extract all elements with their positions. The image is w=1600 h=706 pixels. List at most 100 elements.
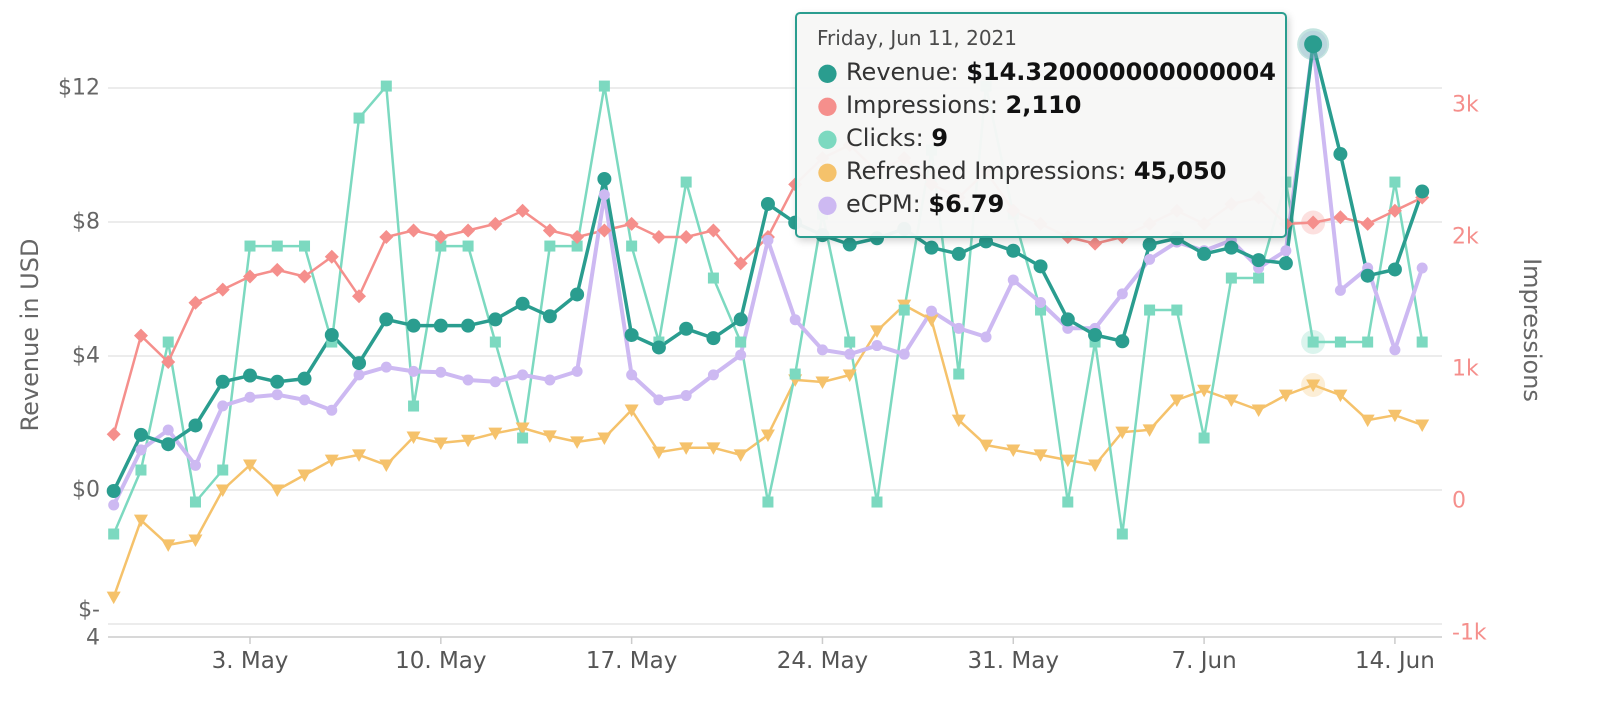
- impressions-marker[interactable]: [1088, 236, 1103, 251]
- clicks-marker[interactable]: [953, 368, 965, 380]
- refreshed-impressions-marker[interactable]: [1033, 449, 1048, 462]
- revenue-marker[interactable]: [651, 340, 666, 355]
- refreshed-impressions-marker[interactable]: [270, 484, 285, 497]
- revenue-marker[interactable]: [406, 318, 421, 333]
- refreshed-impressions-marker[interactable]: [243, 459, 257, 472]
- ecpm-marker[interactable]: [435, 366, 447, 378]
- impressions-marker[interactable]: [1387, 203, 1402, 218]
- refreshed-impressions-marker[interactable]: [1224, 394, 1239, 407]
- impressions-marker[interactable]: [515, 203, 530, 218]
- refreshed-impressions-marker[interactable]: [1387, 409, 1402, 423]
- refreshed-impressions-marker[interactable]: [133, 514, 148, 528]
- impressions-marker[interactable]: [161, 354, 176, 369]
- clicks-marker[interactable]: [435, 240, 447, 252]
- ecpm-marker[interactable]: [653, 394, 665, 406]
- clicks-marker[interactable]: [299, 240, 311, 252]
- revenue-marker[interactable]: [924, 240, 939, 255]
- ecpm-marker[interactable]: [1144, 253, 1156, 265]
- clicks-marker[interactable]: [1144, 304, 1156, 316]
- ecpm-marker[interactable]: [108, 499, 120, 511]
- impressions-marker[interactable]: [570, 230, 585, 245]
- refreshed-impressions-marker[interactable]: [597, 432, 612, 446]
- revenue-marker[interactable]: [1278, 256, 1293, 271]
- impressions-marker[interactable]: [215, 282, 230, 297]
- refreshed-impressions-marker[interactable]: [1060, 454, 1075, 468]
- refreshed-impressions-marker[interactable]: [624, 404, 639, 418]
- impressions-marker[interactable]: [324, 249, 339, 264]
- ecpm-marker[interactable]: [326, 404, 338, 416]
- refreshed-impressions-marker[interactable]: [951, 414, 966, 428]
- ecpm-marker[interactable]: [707, 369, 719, 381]
- revenue-marker[interactable]: [1333, 147, 1348, 162]
- refreshed-impressions-marker[interactable]: [1169, 394, 1184, 407]
- ecpm-marker[interactable]: [189, 459, 201, 471]
- refreshed-impressions-marker[interactable]: [1006, 444, 1021, 458]
- ecpm-marker[interactable]: [680, 390, 692, 402]
- refreshed-impressions-marker[interactable]: [542, 430, 557, 443]
- clicks-marker[interactable]: [189, 496, 201, 508]
- clicks-marker[interactable]: [762, 496, 774, 508]
- refreshed-impressions-marker[interactable]: [461, 434, 476, 448]
- refreshed-impressions-marker[interactable]: [297, 469, 312, 483]
- clicks-marker[interactable]: [707, 272, 719, 284]
- ecpm-marker[interactable]: [462, 374, 474, 386]
- clicks-marker[interactable]: [844, 336, 856, 348]
- impressions-marker[interactable]: [1333, 210, 1348, 225]
- clicks-marker[interactable]: [408, 400, 420, 412]
- revenue-marker[interactable]: [379, 312, 394, 327]
- ecpm-marker[interactable]: [626, 369, 638, 381]
- refreshed-impressions-marker[interactable]: [1142, 424, 1157, 437]
- refreshed-impressions-marker[interactable]: [406, 431, 421, 444]
- refreshed-impressions-marker[interactable]: [706, 442, 721, 455]
- ecpm-marker[interactable]: [489, 376, 501, 388]
- revenue-marker[interactable]: [951, 246, 966, 261]
- ecpm-marker[interactable]: [517, 369, 529, 381]
- revenue-marker[interactable]: [570, 287, 585, 302]
- refreshed-impressions-marker[interactable]: [1197, 384, 1212, 398]
- clicks-marker[interactable]: [380, 80, 392, 92]
- clicks-marker[interactable]: [1062, 496, 1074, 508]
- ecpm-marker[interactable]: [844, 348, 856, 360]
- refreshed-impressions-marker[interactable]: [1115, 426, 1130, 440]
- clicks-marker[interactable]: [1116, 528, 1128, 540]
- refreshed-impressions-marker[interactable]: [815, 376, 830, 390]
- revenue-marker[interactable]: [133, 427, 148, 442]
- clicks-marker[interactable]: [898, 304, 910, 316]
- impressions-marker[interactable]: [352, 289, 367, 304]
- ecpm-marker[interactable]: [271, 389, 283, 401]
- refreshed-impressions-marker[interactable]: [869, 325, 884, 338]
- ecpm-marker[interactable]: [1035, 296, 1047, 308]
- revenue-marker[interactable]: [106, 484, 121, 499]
- impressions-marker[interactable]: [188, 295, 203, 310]
- revenue-marker[interactable]: [760, 196, 775, 211]
- clicks-marker[interactable]: [680, 176, 692, 188]
- revenue-marker[interactable]: [1142, 237, 1157, 252]
- revenue-marker[interactable]: [1360, 268, 1375, 283]
- clicks-marker[interactable]: [1307, 336, 1319, 348]
- clicks-marker[interactable]: [353, 112, 365, 124]
- revenue-marker[interactable]: [542, 309, 557, 324]
- refreshed-impressions-marker[interactable]: [1278, 389, 1293, 403]
- refreshed-impressions-marker[interactable]: [1251, 404, 1266, 418]
- clicks-marker[interactable]: [489, 336, 501, 348]
- refreshed-impressions-marker[interactable]: [1415, 419, 1430, 432]
- clicks-marker[interactable]: [735, 336, 747, 348]
- refreshed-impressions-marker[interactable]: [1360, 414, 1375, 428]
- revenue-marker[interactable]: [1304, 35, 1323, 54]
- revenue-marker[interactable]: [679, 321, 694, 336]
- clicks-marker[interactable]: [135, 464, 147, 476]
- refreshed-impressions-marker[interactable]: [570, 436, 585, 449]
- refreshed-impressions-marker[interactable]: [651, 446, 666, 460]
- revenue-marker[interactable]: [188, 418, 203, 433]
- clicks-marker[interactable]: [598, 80, 610, 92]
- refreshed-impressions-marker[interactable]: [215, 484, 230, 497]
- impressions-marker[interactable]: [679, 230, 694, 245]
- ecpm-marker[interactable]: [244, 391, 256, 403]
- clicks-marker[interactable]: [571, 240, 583, 252]
- refreshed-impressions-marker[interactable]: [842, 369, 857, 382]
- ecpm-marker[interactable]: [762, 234, 774, 246]
- refreshed-impressions-marker[interactable]: [924, 314, 939, 328]
- refreshed-impressions-marker[interactable]: [106, 591, 121, 605]
- ecpm-marker[interactable]: [217, 400, 229, 412]
- impressions-marker[interactable]: [297, 269, 312, 284]
